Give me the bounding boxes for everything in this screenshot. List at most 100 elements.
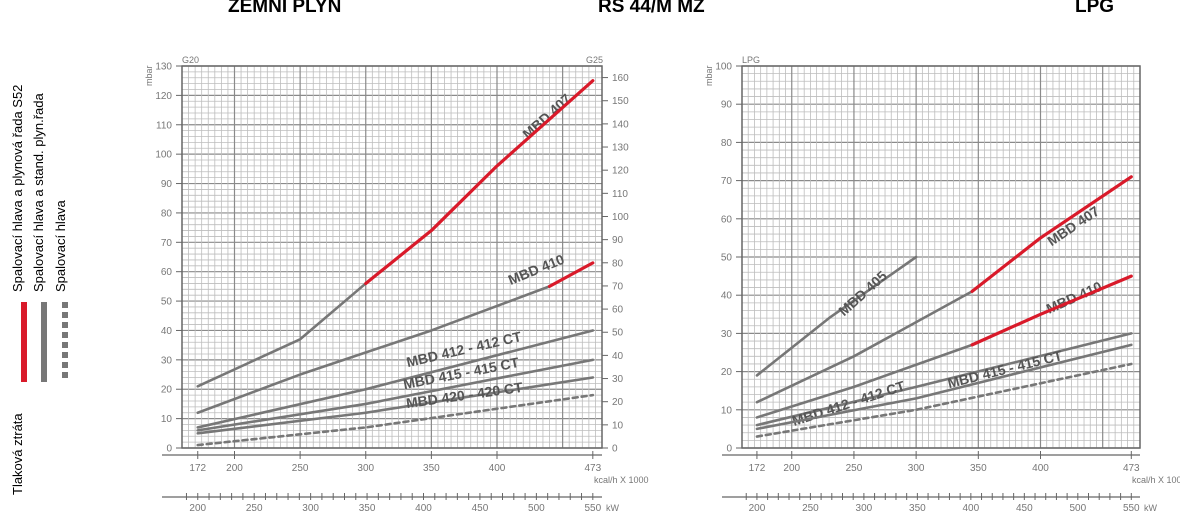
series-line	[755, 290, 974, 404]
kw-tick-label: 300	[856, 503, 873, 514]
x-axis-title-kw: kW	[1144, 503, 1158, 513]
y-right-tick-label: 90	[612, 235, 624, 246]
y-tick-label: 40	[721, 291, 733, 302]
series-line	[755, 332, 1133, 427]
x-tick-label: 172	[189, 463, 206, 474]
y-tick-label: 70	[161, 238, 173, 249]
x-tick-label: 473	[584, 463, 601, 474]
x-tick-label: 350	[423, 463, 440, 474]
y-tick-label: 80	[161, 208, 173, 219]
kw-tick-label: 300	[302, 503, 319, 514]
y-axis-title: mbar	[144, 65, 154, 86]
series-line	[755, 343, 974, 419]
series-line	[970, 175, 1133, 293]
y-tick-label: 130	[155, 62, 172, 73]
y-right-tick-label: 140	[612, 119, 629, 130]
y-right-tick-label: 160	[612, 73, 629, 84]
y-right-tick-label: 0	[612, 444, 618, 455]
series-line	[970, 274, 1133, 347]
series-line	[196, 282, 368, 388]
series-line	[755, 343, 1133, 431]
y-right-tick-label: 70	[612, 281, 624, 292]
series-line	[547, 261, 595, 288]
y-axis-title: mbar	[704, 65, 714, 86]
y-tick-label: 50	[721, 253, 733, 264]
kw-tick-label: 350	[909, 503, 926, 514]
kw-tick-label: 250	[802, 503, 819, 514]
series-line	[755, 362, 1133, 438]
kw-tick-label: 450	[1016, 503, 1033, 514]
title-lpg: LPG	[1075, 0, 1115, 17]
y-tick-label: 40	[161, 326, 173, 337]
x-tick-label: 250	[846, 463, 863, 474]
series-line	[196, 329, 595, 429]
plot-frame	[181, 65, 603, 449]
y-right-tick-label: 120	[612, 166, 629, 177]
y-tick-label: 0	[726, 444, 732, 455]
x-tick-label: 300	[908, 463, 925, 474]
kw-tick-label: 200	[189, 503, 206, 514]
y-right-tick-label: 50	[612, 328, 624, 339]
y-tick-label: 10	[161, 414, 173, 425]
series-label: MBD 405	[835, 267, 890, 319]
y-tick-label: 60	[721, 214, 733, 225]
x-tick-label: 172	[749, 463, 766, 474]
series-label: MBD 407	[519, 90, 574, 142]
y-right-tick-label: 80	[612, 258, 624, 269]
y-tick-label: 20	[161, 385, 173, 396]
y-right-tick-label: 30	[612, 374, 624, 385]
series-line	[196, 376, 595, 435]
x-tick-label: 300	[357, 463, 374, 474]
y-right-tick-label: 130	[612, 143, 629, 154]
y-tick-label: 20	[721, 367, 733, 378]
kw-tick-label: 550	[1123, 503, 1140, 514]
legend-swatches	[21, 302, 68, 382]
legend-label-s52: Spalovací hlava a plynová řada S52	[10, 84, 25, 292]
y-right-tick-label: 150	[612, 96, 629, 107]
series-line	[196, 285, 551, 415]
y-tick-label: 120	[155, 91, 172, 102]
y-tick-label: 100	[155, 150, 172, 161]
x-tick-label: 350	[970, 463, 987, 474]
series-line	[364, 79, 595, 286]
series-line	[755, 255, 918, 377]
legend-label-head: Spalovací hlava	[53, 200, 68, 292]
y-right-tick-label: 110	[612, 189, 628, 200]
x-tick-label: 400	[1032, 463, 1049, 474]
x-tick-label: 250	[292, 463, 309, 474]
y-tick-label: 70	[721, 176, 733, 187]
y-tick-label: 0	[166, 444, 172, 455]
series-line	[196, 358, 595, 432]
series-line	[196, 393, 595, 447]
gas-left-label: LPG	[742, 55, 760, 65]
kw-tick-label: 400	[963, 503, 980, 514]
x-tick-label: 200	[783, 463, 800, 474]
kw-tick-label: 450	[472, 503, 489, 514]
y-tick-label: 100	[715, 62, 732, 73]
chart-lpg: 0 10 20 30 40 50 60 70 80 90 100 LPG mbar 172 200 250 30…	[704, 55, 1180, 514]
legend-title: Tlaková ztráta	[10, 413, 25, 495]
legend-label-standard: Spalovací hlava a stand. plyn.řada	[31, 93, 46, 292]
y-tick-label: 60	[161, 267, 173, 278]
x-tick-label: 200	[226, 463, 243, 474]
chart-natural-gas: 0 10 20 30 40 50 60 70 80 90 100 110 120 130 0 10 20 30 40…	[144, 55, 649, 514]
y-right-tick-label: 10	[612, 420, 624, 431]
y-right-tick-label: 40	[612, 351, 624, 362]
y-tick-label: 90	[161, 179, 173, 190]
y-right-tick-label: 60	[612, 305, 624, 316]
y-tick-label: 90	[721, 100, 733, 111]
x-axis-title-kw: kW	[606, 503, 620, 513]
y-right-tick-label: 20	[612, 397, 624, 408]
kw-tick-label: 550	[584, 503, 601, 514]
gas-right-label: G25	[586, 55, 603, 65]
y-tick-label: 30	[161, 355, 173, 366]
y-tick-label: 50	[161, 297, 173, 308]
y-right-tick-label: 100	[612, 212, 629, 223]
x-tick-label: 473	[1123, 463, 1140, 474]
kw-tick-label: 350	[359, 503, 376, 514]
kw-tick-label: 400	[415, 503, 432, 514]
kw-tick-label: 500	[1069, 503, 1086, 514]
title-model: RS 44/M MZ	[598, 0, 705, 17]
gas-left-label: G20	[182, 55, 199, 65]
y-tick-label: 80	[721, 138, 733, 149]
